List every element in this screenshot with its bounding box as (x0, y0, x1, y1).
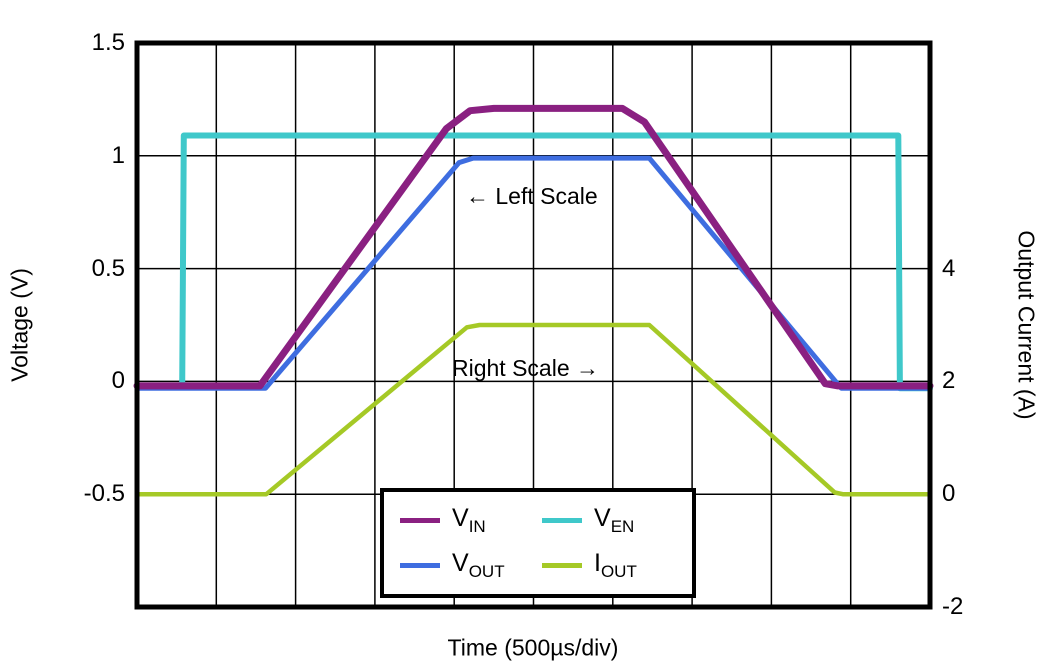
legend: VIN VEN VOUT IOUT (380, 488, 696, 598)
legend-swatch-ven (542, 518, 582, 523)
left-tick-0.5: 0.5 (91, 254, 125, 282)
left-tick-0: 0 (111, 367, 125, 395)
legend-entry-iout: IOUT (542, 549, 684, 582)
series-vin (133, 104, 934, 390)
legend-entry-ven: VEN (542, 504, 684, 537)
legend-entry-vout: VOUT (400, 549, 542, 582)
legend-swatch-vout (400, 563, 440, 568)
plot-border (134, 40, 933, 610)
left-axis-title: Voltage (V) (6, 268, 33, 382)
left-tick--0.5: -0.5 (83, 480, 125, 508)
series-iout (134, 322, 933, 497)
legend-label-iout: IOUT (594, 549, 637, 581)
legend-swatch-iout (542, 563, 582, 568)
left-scale-annotation: ← Left Scale (466, 183, 598, 209)
right-scale-annotation: Right Scale → (452, 355, 600, 381)
legend-label-vin: VIN (452, 504, 486, 536)
legend-label-ven: VEN (594, 504, 635, 536)
right-tick-0: 0 (942, 480, 956, 508)
legend-label-vout: VOUT (452, 549, 505, 581)
left-tick-1.5: 1.5 (91, 29, 125, 56)
right-tick-2: 2 (942, 367, 956, 395)
legend-entry-vin: VIN (400, 504, 542, 537)
x-axis-title: Time (500µs/div) (447, 634, 619, 661)
left-tick-1: 1 (111, 141, 125, 169)
right-axis-title: Output Current (A) (1013, 230, 1040, 420)
right-tick-4: 4 (942, 254, 956, 282)
legend-swatch-vin (400, 518, 440, 523)
right-tick--2: -2 (942, 593, 964, 620)
